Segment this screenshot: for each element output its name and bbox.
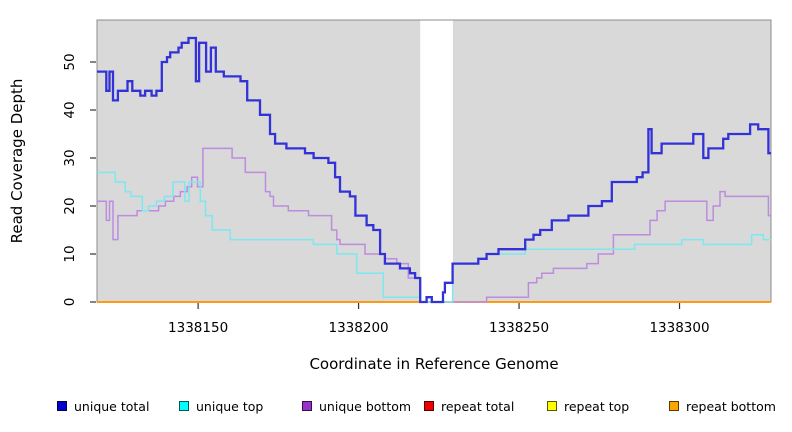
x-axis-tick-label: 1338250 (489, 320, 549, 336)
y-axis-tick-label: 40 (62, 101, 78, 118)
legend-swatch-icon (547, 401, 557, 411)
legend-item-unique-total: unique total (57, 397, 149, 415)
legend-label: unique bottom (319, 398, 412, 414)
legend-item-repeat-top: repeat top (547, 397, 629, 415)
legend-item-unique-bottom: unique bottom (302, 397, 411, 415)
legend-item-unique-top: unique top (179, 397, 263, 415)
y-axis-tick-label: 0 (62, 298, 78, 307)
legend-swatch-icon (424, 401, 434, 411)
legend-swatch-icon (179, 401, 189, 411)
y-axis-tick-label: 50 (62, 53, 78, 70)
legend-label: unique total (74, 398, 150, 414)
coverage-gap-band (420, 20, 453, 302)
legend-swatch-icon (57, 401, 67, 411)
legend-swatch-icon (302, 401, 312, 411)
legend-item-repeat-total: repeat total (424, 397, 514, 415)
y-axis-tick-label: 30 (62, 149, 78, 166)
x-axis-title: Coordinate in Reference Genome (309, 355, 558, 373)
legend-label: unique top (196, 398, 264, 414)
x-axis-tick-label: 1338150 (168, 320, 228, 336)
legend-label: repeat bottom (686, 398, 776, 414)
x-axis-tick-label: 1338200 (329, 320, 389, 336)
y-axis-tick-label: 20 (62, 197, 78, 214)
series-line-unique-total (97, 36, 771, 304)
legend-item-repeat-bottom: repeat bottom (669, 397, 776, 415)
legend: unique total unique top unique bottom repea… (0, 397, 792, 421)
series-line-unique-bottom (97, 147, 771, 303)
y-axis-tick-label: 10 (62, 245, 78, 262)
y-axis-title: Read Coverage Depth (8, 79, 26, 244)
legend-label: repeat top (564, 398, 630, 414)
legend-swatch-icon (669, 401, 679, 411)
x-axis-tick-label: 1338300 (649, 320, 709, 336)
series-line-unique-top (97, 171, 771, 303)
legend-label: repeat total (441, 398, 515, 414)
